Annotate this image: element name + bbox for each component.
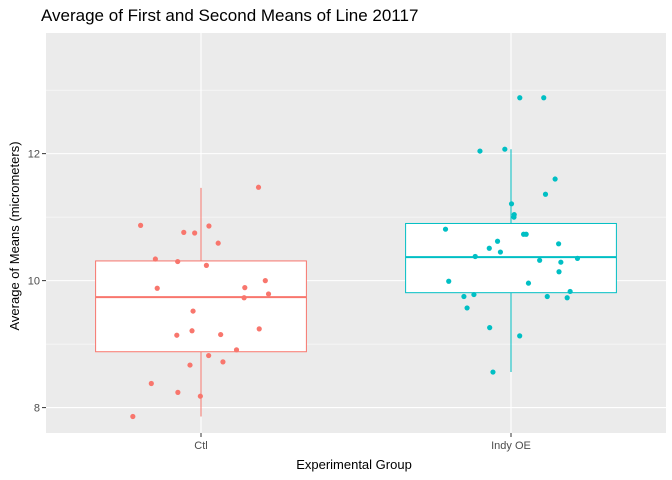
data-point xyxy=(181,229,187,235)
data-point xyxy=(175,258,181,265)
data-point xyxy=(556,269,562,275)
data-point xyxy=(220,359,226,365)
data-points xyxy=(130,95,581,420)
data-point xyxy=(206,352,212,359)
data-point xyxy=(215,240,221,246)
data-point xyxy=(218,331,224,338)
data-point xyxy=(138,222,144,228)
y-axis-title: Average of Means (micrometers) xyxy=(7,141,22,330)
data-point xyxy=(552,176,558,182)
data-point xyxy=(525,280,532,286)
data-point xyxy=(471,291,477,298)
y-tick-label: 12 xyxy=(28,149,40,161)
box-ctl xyxy=(95,187,307,417)
data-point xyxy=(192,230,198,236)
data-point xyxy=(574,255,581,261)
data-point xyxy=(502,146,508,152)
data-point xyxy=(206,223,212,229)
chart-title: Average of First and Second Means of Lin… xyxy=(41,6,418,25)
data-point xyxy=(541,95,547,101)
data-point xyxy=(197,393,203,399)
data-point xyxy=(517,95,523,101)
data-point xyxy=(567,288,573,295)
data-point xyxy=(556,241,562,247)
data-point xyxy=(189,328,195,334)
data-point xyxy=(130,413,136,420)
box-indy-oe xyxy=(405,149,617,373)
data-point xyxy=(148,380,154,387)
x-tick-label: Ctl xyxy=(194,440,207,452)
data-point xyxy=(255,184,262,190)
data-point xyxy=(461,293,467,300)
x-axis: Ctl Indy OE xyxy=(194,433,531,452)
data-point xyxy=(241,295,247,301)
data-point xyxy=(464,305,470,311)
data-point xyxy=(497,249,504,255)
data-point xyxy=(511,214,517,220)
data-point xyxy=(152,256,158,262)
data-point xyxy=(154,285,160,291)
data-point xyxy=(174,332,180,338)
data-point xyxy=(262,278,268,284)
data-point xyxy=(472,253,478,260)
box-iqr xyxy=(95,260,307,353)
data-point xyxy=(256,326,262,332)
data-point xyxy=(187,362,193,368)
data-point xyxy=(477,148,483,154)
data-point xyxy=(487,325,493,331)
data-point xyxy=(233,347,240,353)
data-point xyxy=(486,245,492,251)
x-axis-title: Experimental Group xyxy=(296,457,412,472)
data-point xyxy=(542,191,549,197)
data-point xyxy=(537,257,543,263)
data-point xyxy=(523,231,529,237)
data-point xyxy=(265,291,272,297)
data-point xyxy=(558,259,564,265)
data-point xyxy=(446,278,452,284)
data-point xyxy=(494,238,501,244)
y-axis: 8 10 12 xyxy=(28,149,46,415)
data-point xyxy=(508,201,515,207)
boxes xyxy=(95,149,617,417)
x-tick-label: Indy OE xyxy=(491,440,531,452)
y-tick-label: 10 xyxy=(28,276,40,288)
data-point xyxy=(490,369,496,375)
data-point xyxy=(517,333,523,339)
data-point xyxy=(242,285,248,291)
y-tick-label: 8 xyxy=(34,403,40,415)
data-point xyxy=(564,295,570,301)
data-point xyxy=(190,308,196,314)
data-point xyxy=(544,293,550,300)
data-point xyxy=(175,389,181,395)
data-point xyxy=(442,226,449,232)
data-point xyxy=(203,262,210,268)
